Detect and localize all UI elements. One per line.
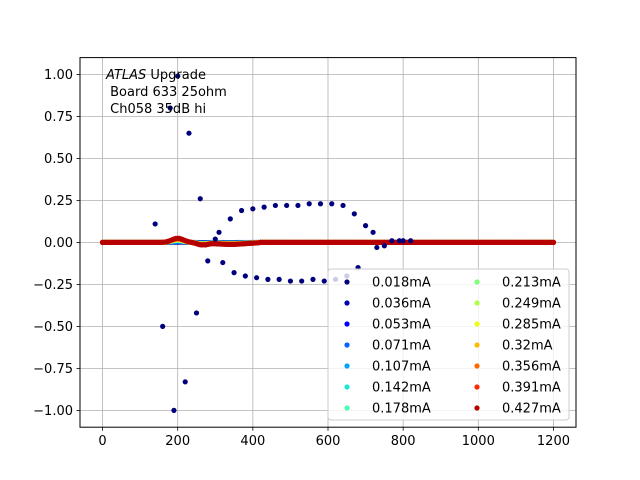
data-point: [408, 238, 414, 244]
legend-label: 0.071mA: [372, 339, 431, 354]
data-point: [396, 238, 402, 244]
annotation-line-2: Board 633 25ohm: [106, 85, 227, 100]
legend-marker: [474, 279, 480, 285]
legend-marker: [344, 342, 350, 348]
legend-marker: [344, 405, 350, 411]
annotation-line-1: ATLAS Upgrade: [105, 68, 206, 83]
legend-label: 0.285mA: [502, 318, 561, 333]
data-point: [400, 238, 406, 244]
data-point: [167, 105, 173, 111]
data-point: [295, 202, 301, 209]
data-point: [250, 206, 256, 212]
legend-marker: [474, 321, 480, 327]
data-point: [550, 239, 557, 245]
data-point: [186, 130, 192, 136]
data-point: [265, 276, 271, 282]
data-point: [205, 258, 211, 264]
legend-marker: [344, 279, 350, 285]
data-point: [362, 223, 369, 229]
legend-label: 0.32mA: [502, 339, 553, 354]
x-tick-label: 600: [316, 434, 341, 449]
legend-marker: [344, 321, 350, 327]
data-point: [261, 204, 267, 210]
x-tick-label: 800: [391, 434, 416, 449]
y-tick-label: −0.25: [33, 278, 73, 293]
data-point: [299, 278, 305, 284]
x-tick-label: 200: [165, 434, 190, 449]
y-tick-label: 1.00: [44, 68, 73, 83]
data-point: [329, 201, 335, 207]
plot-points: [99, 73, 557, 413]
legend-marker: [474, 405, 480, 411]
x-tick-label: 400: [240, 434, 265, 449]
y-tick-label: 0.50: [44, 152, 73, 167]
data-point: [276, 276, 282, 282]
legend-label: 0.053mA: [372, 318, 431, 333]
legend-marker: [344, 384, 350, 390]
data-point: [351, 211, 357, 217]
data-point: [242, 273, 248, 279]
legend-marker: [474, 384, 480, 390]
data-point: [216, 229, 222, 235]
data-point: [284, 202, 290, 209]
legend-label: 0.249mA: [502, 297, 561, 312]
data-point: [220, 259, 226, 266]
legend-marker: [344, 363, 350, 369]
legend-marker: [344, 300, 350, 306]
data-point: [152, 221, 158, 227]
data-point: [171, 407, 177, 413]
data-point: [310, 276, 316, 282]
legend-label: 0.427mA: [502, 402, 561, 417]
data-point: [340, 202, 346, 209]
data-point: [321, 278, 327, 284]
legend-label: 0.142mA: [372, 381, 431, 396]
x-axis-ticks: 0 200 400 600 800 1000 1200: [98, 427, 570, 449]
legend-marker: [474, 342, 480, 348]
annotation-atlas: ATLAS: [105, 68, 146, 83]
legend-label: 0.356mA: [502, 360, 561, 375]
legend-label: 0.018mA: [372, 276, 431, 291]
data-point: [231, 270, 237, 276]
data-point: [160, 323, 166, 329]
data-point: [317, 201, 324, 207]
legend-marker: [474, 363, 480, 369]
data-point: [381, 243, 387, 249]
legend-marker: [474, 300, 480, 306]
data-point: [193, 310, 200, 316]
data-point: [287, 278, 294, 284]
legend-label: 0.391mA: [502, 381, 561, 396]
data-point: [370, 229, 376, 235]
data-point: [175, 73, 181, 79]
y-axis-ticks: −1.00 −0.75 −0.50 −0.25 0.00 0.25 0.50 0.75 1.00: [33, 68, 80, 419]
data-point: [306, 201, 312, 207]
legend-label: 0.213mA: [502, 276, 561, 291]
legend: 0.018mA 0.036mA 0.053mA 0.071mA 0.107mA 0.142…: [327, 268, 570, 421]
y-tick-label: −1.00: [33, 404, 73, 419]
legend-label: 0.107mA: [372, 360, 431, 375]
y-tick-label: −0.50: [33, 320, 73, 335]
data-point: [272, 202, 278, 209]
data-point: [238, 207, 245, 214]
x-tick-label: 0: [98, 434, 106, 449]
y-tick-label: 0.25: [44, 194, 73, 209]
annotation-upgrade: Upgrade: [146, 68, 206, 83]
y-tick-label: 0.75: [44, 110, 73, 125]
annotation-line-3: Ch058 35dB hi: [106, 102, 206, 117]
y-tick-label: −0.75: [33, 362, 73, 377]
data-point: [212, 236, 218, 242]
data-point: [182, 379, 188, 385]
annotation-text: ATLAS Upgrade Board 633 25ohm Ch058 35dB…: [105, 68, 227, 117]
data-point: [197, 196, 203, 202]
legend-label: 0.178mA: [372, 402, 431, 417]
y-tick-label: 0.00: [44, 236, 73, 251]
data-point: [254, 275, 260, 281]
data-point: [389, 238, 395, 244]
legend-label: 0.036mA: [372, 297, 431, 312]
legend-box: [327, 268, 570, 421]
data-point: [227, 216, 233, 222]
x-tick-label: 1000: [462, 434, 495, 449]
data-point: [374, 244, 380, 251]
x-tick-label: 1200: [537, 434, 570, 449]
